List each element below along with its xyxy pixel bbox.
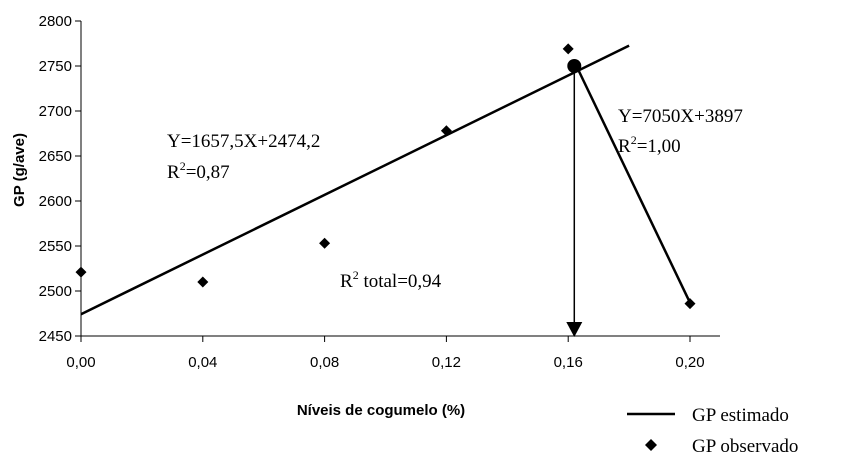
y-tick-label: 2800 xyxy=(39,13,72,30)
total-r2-value: total=0,94 xyxy=(359,271,442,292)
observed-point xyxy=(75,266,87,278)
superscript-2: 2 xyxy=(353,268,359,282)
observed-point xyxy=(319,237,331,249)
y-tick-label: 2450 xyxy=(39,328,72,345)
superscript-2: 2 xyxy=(180,159,186,173)
y-tick-label: 2700 xyxy=(39,103,72,120)
fit-line-segment-1 xyxy=(80,44,630,316)
r-letter: R xyxy=(618,136,631,157)
y-tick-label: 2550 xyxy=(39,238,72,255)
x-tick-label: 0,12 xyxy=(432,354,461,371)
equation-2-r2-value: =1,00 xyxy=(637,136,681,157)
x-tick-label: 0,00 xyxy=(66,354,95,371)
r-letter: R xyxy=(167,162,180,183)
x-ticks: 0,00 0,04 0,08 0,12 0,16 0,20 xyxy=(66,336,705,371)
x-tick-label: 0,08 xyxy=(310,354,339,371)
observed-markers xyxy=(75,43,696,310)
x-tick-label: 0,04 xyxy=(188,354,217,371)
y-ticks: 2450 2500 2550 2600 2650 2700 2750 2800 xyxy=(39,13,81,345)
x-tick-label: 0,20 xyxy=(675,354,704,371)
equation-1-text: Y=1657,5X+2474,2 xyxy=(167,131,320,152)
legend: GP estimado GP observado xyxy=(627,405,798,457)
y-tick-label: 2600 xyxy=(39,193,72,210)
observed-point xyxy=(562,43,574,55)
observed-point xyxy=(684,298,696,310)
maximum-indicator xyxy=(566,59,583,337)
observed-point xyxy=(440,125,452,137)
y-tick-label: 2650 xyxy=(39,148,72,165)
superscript-2: 2 xyxy=(631,133,637,147)
legend-diamond-symbol xyxy=(645,439,657,451)
total-r2-annotation: R2 total=0,94 xyxy=(340,268,442,292)
legend-label-estimated: GP estimado xyxy=(692,405,789,426)
y-tick-label: 2750 xyxy=(39,58,72,75)
y-tick-label: 2500 xyxy=(39,283,72,300)
equation-1-r2-value: =0,87 xyxy=(186,162,230,183)
x-tick-label: 0,16 xyxy=(554,354,583,371)
x-axis-title: Níveis de cogumelo (%) xyxy=(297,402,465,419)
fit-lines xyxy=(80,44,692,316)
equation-1-r2: R2=0,87 xyxy=(167,159,230,183)
r-letter: R xyxy=(340,271,353,292)
equation-2-r2: R2=1,00 xyxy=(618,133,681,157)
drop-arrow-head xyxy=(566,322,583,337)
fit-line-segment-2 xyxy=(573,60,692,304)
observed-point xyxy=(197,276,209,288)
maximum-point xyxy=(567,59,582,73)
legend-label-observed: GP observado xyxy=(692,436,798,457)
equation-2-text: Y=7050X+3897 xyxy=(618,106,743,127)
y-axis-title: GP (g/ave) xyxy=(11,133,28,207)
